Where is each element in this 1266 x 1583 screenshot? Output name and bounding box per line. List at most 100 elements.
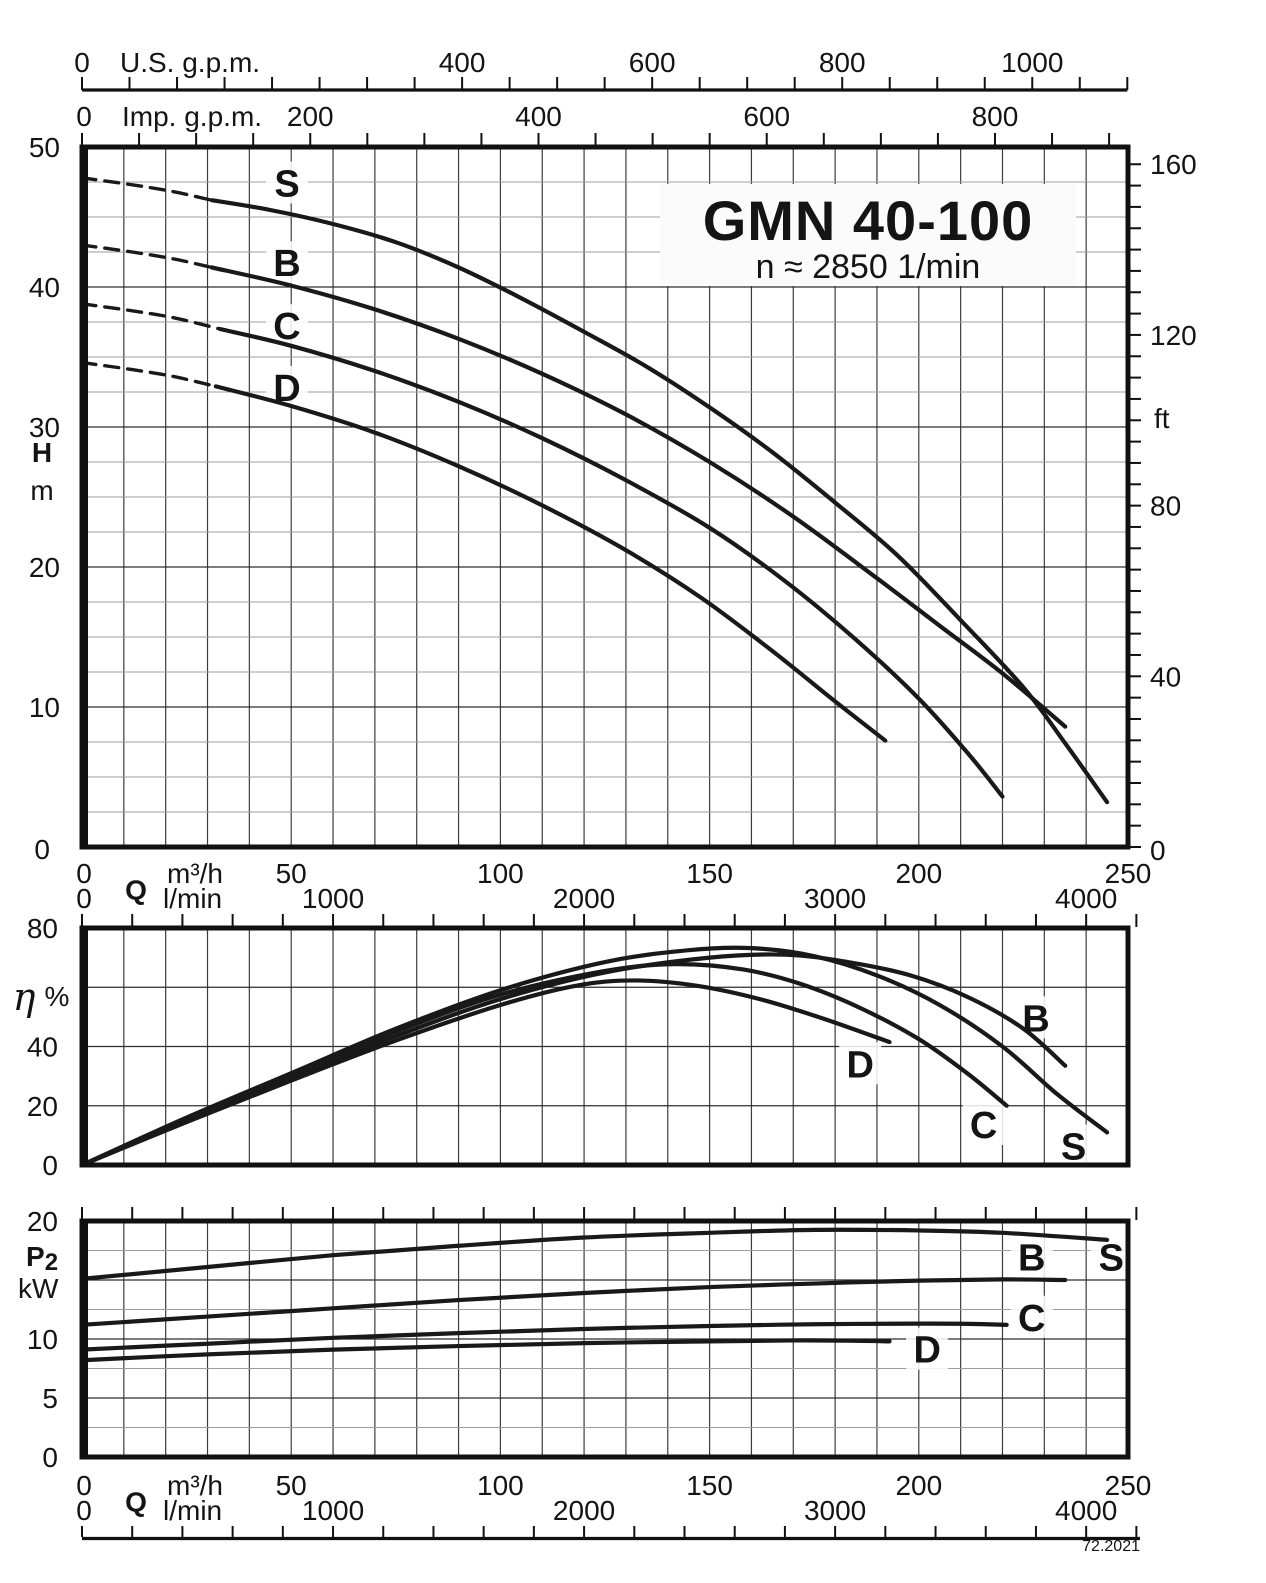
power-tick-label: 10 (27, 1324, 58, 1355)
curve-S (209, 198, 1110, 805)
eta-tick-label: 20 (27, 1091, 58, 1122)
flow-axis-symbol: Q (125, 875, 147, 906)
curve-label-B: B (273, 243, 300, 285)
feet-tick-label: 120 (1150, 320, 1197, 351)
curve-B (79, 1277, 1068, 1327)
feet-tick-label: 40 (1150, 661, 1181, 692)
curve-D (79, 1338, 892, 1363)
flow-m3h-tick-label: 100 (477, 858, 524, 889)
curve-label-background (1014, 996, 1057, 1039)
flow-m3h-tick-label: 50 (276, 858, 307, 889)
flow-axis-strip-bottom: 00 Qm³/hl/min 50 100 150 200 250 1000 2000 3000 40… (76, 1470, 1152, 1541)
title-block: GMN 40-100 n ≈ 2850 1/min (660, 184, 1076, 286)
eta-axis-unit: % (45, 981, 70, 1012)
curve-label-D: D (846, 1044, 873, 1086)
flow-m3h-tick-label: 250 (1105, 1470, 1152, 1501)
imp-gpm-tick-label: 600 (743, 101, 790, 132)
head-axis-symbol: H (32, 437, 52, 468)
flow-m3h-tick-label: 150 (686, 858, 733, 889)
flow-zero-m3h: 0 (76, 1470, 92, 1501)
power-tick-label: 20 (27, 1206, 58, 1237)
flow-lmin-tick-label: 2000 (553, 1495, 615, 1526)
eta-axis-labels: 80 40 20 0 (27, 913, 58, 1181)
curve-label-C: C (1018, 1298, 1045, 1340)
head-tick-label: 10 (29, 692, 60, 723)
curve-C (217, 326, 1005, 799)
curve-B (209, 265, 1068, 729)
flow-zero-lmin: 0 (76, 883, 92, 914)
head-tick-label: 20 (29, 552, 60, 583)
flow-unit-m3h: m³/h (167, 1470, 223, 1501)
imp-gpm-tick-label: 800 (972, 101, 1019, 132)
flow-m3h-tick-label: 50 (276, 1470, 307, 1501)
curve-S-dashed (80, 176, 214, 202)
us-gpm-axis: 400 600 800 1000 (81, 47, 1129, 92)
us-gpm-axis-label: U.S. g.p.m. (120, 47, 260, 78)
flow-lmin-tick-label: 3000 (804, 883, 866, 914)
head-tick-label: 50 (29, 132, 60, 163)
curve-label-background (962, 1103, 1005, 1146)
head-tick-label: 30 (29, 412, 60, 443)
imp-gpm-axis: 200 400 600 800 (81, 101, 1111, 147)
curve-label-D: D (273, 368, 300, 410)
imp-gpm-axis-label: Imp. g.p.m. (122, 101, 262, 132)
power-axis-unit: kW (18, 1273, 59, 1304)
flow-m3h-tick-label: 150 (686, 1470, 733, 1501)
imp-gpm-tick-label: 200 (287, 101, 334, 132)
flow-m3h-tick-label: 200 (895, 858, 942, 889)
head-tick-label: 0 (34, 834, 50, 865)
us-gpm-tick-label: 400 (439, 47, 486, 78)
feet-axis-unit: ft (1154, 403, 1170, 434)
eta-tick-label: 40 (27, 1032, 58, 1063)
curve-label-background (266, 241, 309, 284)
feet-tick-label: 160 (1150, 149, 1197, 180)
curve-label-D: D (913, 1330, 940, 1372)
curve-label-background (1010, 1235, 1053, 1278)
head-axis-labels: 50 40 30 20 10 0 (29, 132, 60, 865)
power-axis-symbol: P2 (26, 1241, 58, 1276)
eta-tick-label: 80 (27, 913, 58, 944)
curve-label-C: C (970, 1105, 997, 1147)
flow-lmin-tick-label: 1000 (302, 1495, 364, 1526)
curve-label-B: B (1018, 1238, 1045, 1280)
curve-S (79, 945, 1110, 1168)
head-axis-unit: m (30, 475, 53, 506)
flow-zero-lmin: 0 (76, 1495, 92, 1526)
power-top-ticks (81, 1207, 1138, 1220)
flow-lmin-tick-label: 2000 (553, 883, 615, 914)
curve-label-background (1010, 1295, 1053, 1338)
flow-axis-symbol: Q (125, 1487, 147, 1518)
power-tick-label: 5 (42, 1383, 58, 1414)
flow-m3h-tick-label: 250 (1105, 858, 1152, 889)
curve-B-dashed (80, 243, 214, 270)
curve-D (213, 384, 888, 743)
head-tick-label: 40 (29, 272, 60, 303)
feet-tick-label: 80 (1150, 491, 1181, 522)
curve-C (79, 962, 1009, 1168)
us-gpm-zero: 0 (74, 47, 90, 78)
power-flow-chart: S BC D (79, 1218, 1133, 1460)
flow-unit-m3h: m³/h (167, 858, 223, 889)
curve-label-background (906, 1327, 949, 1370)
curve-label-background (266, 161, 309, 204)
efficiency-flow-chart: S B C D (79, 925, 1131, 1169)
curve-label-S: S (1061, 1127, 1086, 1169)
flow-m3h-tick-label: 100 (477, 1470, 524, 1501)
flow-unit-lmin: l/min (163, 883, 222, 914)
eta-axis-symbol: η (13, 975, 36, 1019)
feet-axis: 160 120 80 40 0 (1128, 149, 1197, 866)
flow-lmin-tick-label: 4000 (1055, 883, 1117, 914)
imp-gpm-zero: 0 (76, 101, 92, 132)
curve-label-C: C (273, 306, 300, 348)
curve-label-S: S (1099, 1238, 1124, 1280)
imp-gpm-tick-label: 400 (515, 101, 562, 132)
power-axis-labels: 20 10 5 0 (27, 1206, 58, 1473)
curve-C (79, 1321, 1009, 1352)
flow-zero-m3h: 0 (76, 858, 92, 889)
eta-tick-label: 0 (42, 1150, 58, 1181)
feet-tick-label: 0 (1150, 835, 1166, 866)
flow-lmin-tick-label: 3000 (804, 1495, 866, 1526)
us-gpm-tick-label: 800 (819, 47, 866, 78)
